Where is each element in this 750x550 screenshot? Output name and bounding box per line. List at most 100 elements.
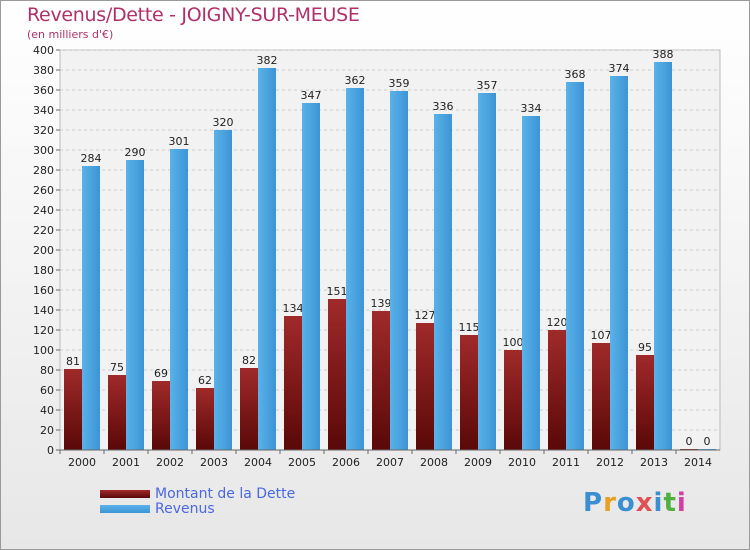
debt-value-label: 127: [415, 309, 436, 322]
legend-swatch-revenue: [100, 505, 150, 513]
x-tick-label: 2014: [684, 456, 712, 469]
revenue-value-label: 359: [389, 77, 410, 90]
debt-value-label: 0: [686, 435, 693, 448]
debt-bar: [64, 369, 82, 450]
revenue-bar: [478, 93, 496, 450]
y-tick-label: 400: [33, 44, 54, 57]
y-tick-label: 220: [33, 224, 54, 237]
debt-value-label: 151: [327, 285, 348, 298]
x-tick-label: 2007: [376, 456, 404, 469]
legend-swatch-debt: [100, 490, 150, 498]
revenue-bar: [126, 160, 144, 450]
logo-letter: P: [583, 488, 604, 518]
revenue-bar: [566, 82, 584, 450]
debt-bar: [372, 311, 390, 450]
debt-value-label: 100: [503, 336, 524, 349]
y-tick-label: 20: [40, 424, 54, 437]
x-tick-label: 2013: [640, 456, 668, 469]
revenue-bar: [654, 62, 672, 450]
debt-bar: [548, 330, 566, 450]
revenue-bar: [214, 130, 232, 450]
x-tick-label: 2011: [552, 456, 580, 469]
revenue-bar: [302, 103, 320, 450]
y-axis: 0 20 40 60 80 100 120 140 160 180 200 220 240 260 280 3…: [33, 44, 60, 457]
x-tick-label: 2005: [288, 456, 316, 469]
revenue-value-label: 334: [521, 102, 542, 115]
debt-value-label: 82: [242, 354, 256, 367]
y-tick-label: 140: [33, 304, 54, 317]
y-tick-label: 80: [40, 364, 54, 377]
revenue-bar: [170, 149, 188, 450]
y-tick-label: 300: [33, 144, 54, 157]
x-tick-label: 2002: [156, 456, 184, 469]
logo-letter: t: [663, 488, 677, 518]
revenue-value-label: 362: [345, 74, 366, 87]
revenue-value-label: 357: [477, 79, 498, 92]
revenue-bar: [610, 76, 628, 450]
chart-title: Revenus/Dette - JOIGNY-SUR-MEUSE: [27, 4, 360, 26]
revenue-value-label: 368: [565, 68, 586, 81]
debt-value-label: 81: [66, 355, 80, 368]
y-tick-label: 60: [40, 384, 54, 397]
debt-bar: [152, 381, 170, 450]
logo-letter: i: [676, 488, 687, 518]
y-tick-label: 180: [33, 264, 54, 277]
x-tick-label: 2004: [244, 456, 272, 469]
x-tick-label: 2000: [68, 456, 96, 469]
y-tick-label: 380: [33, 64, 54, 77]
y-tick-label: 120: [33, 324, 54, 337]
legend-label-revenue: Revenus: [155, 501, 215, 517]
debt-value-label: 134: [283, 302, 304, 315]
debt-value-label: 95: [638, 341, 652, 354]
debt-value-label: 62: [198, 374, 212, 387]
revenue-bar: [434, 114, 452, 450]
debt-bar: [240, 368, 258, 450]
y-tick-label: 160: [33, 284, 54, 297]
debt-bar: [284, 316, 302, 450]
debt-value-label: 69: [154, 367, 168, 380]
y-tick-label: 360: [33, 84, 54, 97]
revenue-bar: [82, 166, 100, 450]
x-tick-label: 2012: [596, 456, 624, 469]
debt-bar: [416, 323, 434, 450]
proxiti-logo: Proxiti: [583, 488, 687, 518]
debt-bar: [328, 299, 346, 450]
chart-subtitle: (en milliers d'€): [27, 28, 114, 41]
x-tick-label: 2010: [508, 456, 536, 469]
revenue-value-label: 0: [704, 435, 711, 448]
x-tick-label: 2006: [332, 456, 360, 469]
y-tick-label: 260: [33, 184, 54, 197]
debt-value-label: 107: [591, 329, 612, 342]
revenue-value-label: 336: [433, 100, 454, 113]
revenue-value-label: 388: [653, 48, 674, 61]
debt-bar: [108, 375, 126, 450]
revenue-bar: [258, 68, 276, 450]
logo-letter: i: [653, 488, 664, 518]
x-tick-label: 2009: [464, 456, 492, 469]
y-tick-label: 0: [47, 444, 54, 457]
revenue-bar: [522, 116, 540, 450]
y-tick-label: 100: [33, 344, 54, 357]
revenue-value-label: 301: [169, 135, 190, 148]
logo-letter: r: [603, 488, 617, 518]
y-tick-label: 240: [33, 204, 54, 217]
revenue-value-label: 320: [213, 116, 234, 129]
y-tick-label: 200: [33, 244, 54, 257]
x-tick-label: 2008: [420, 456, 448, 469]
revenue-value-label: 374: [609, 62, 630, 75]
debt-bar: [196, 388, 214, 450]
logo-letter: x: [635, 488, 654, 518]
x-tick-label: 2001: [112, 456, 140, 469]
y-tick-label: 280: [33, 164, 54, 177]
y-tick-label: 40: [40, 404, 54, 417]
debt-bar: [504, 350, 522, 450]
debt-value-label: 139: [371, 297, 392, 310]
y-tick-label: 320: [33, 124, 54, 137]
revenue-bar: [346, 88, 364, 450]
debt-value-label: 75: [110, 361, 124, 374]
x-tick-label: 2003: [200, 456, 228, 469]
logo-letter: o: [616, 488, 636, 518]
revenue-value-label: 290: [125, 146, 146, 159]
revenue-value-label: 382: [257, 54, 278, 67]
debt-value-label: 115: [459, 321, 480, 334]
